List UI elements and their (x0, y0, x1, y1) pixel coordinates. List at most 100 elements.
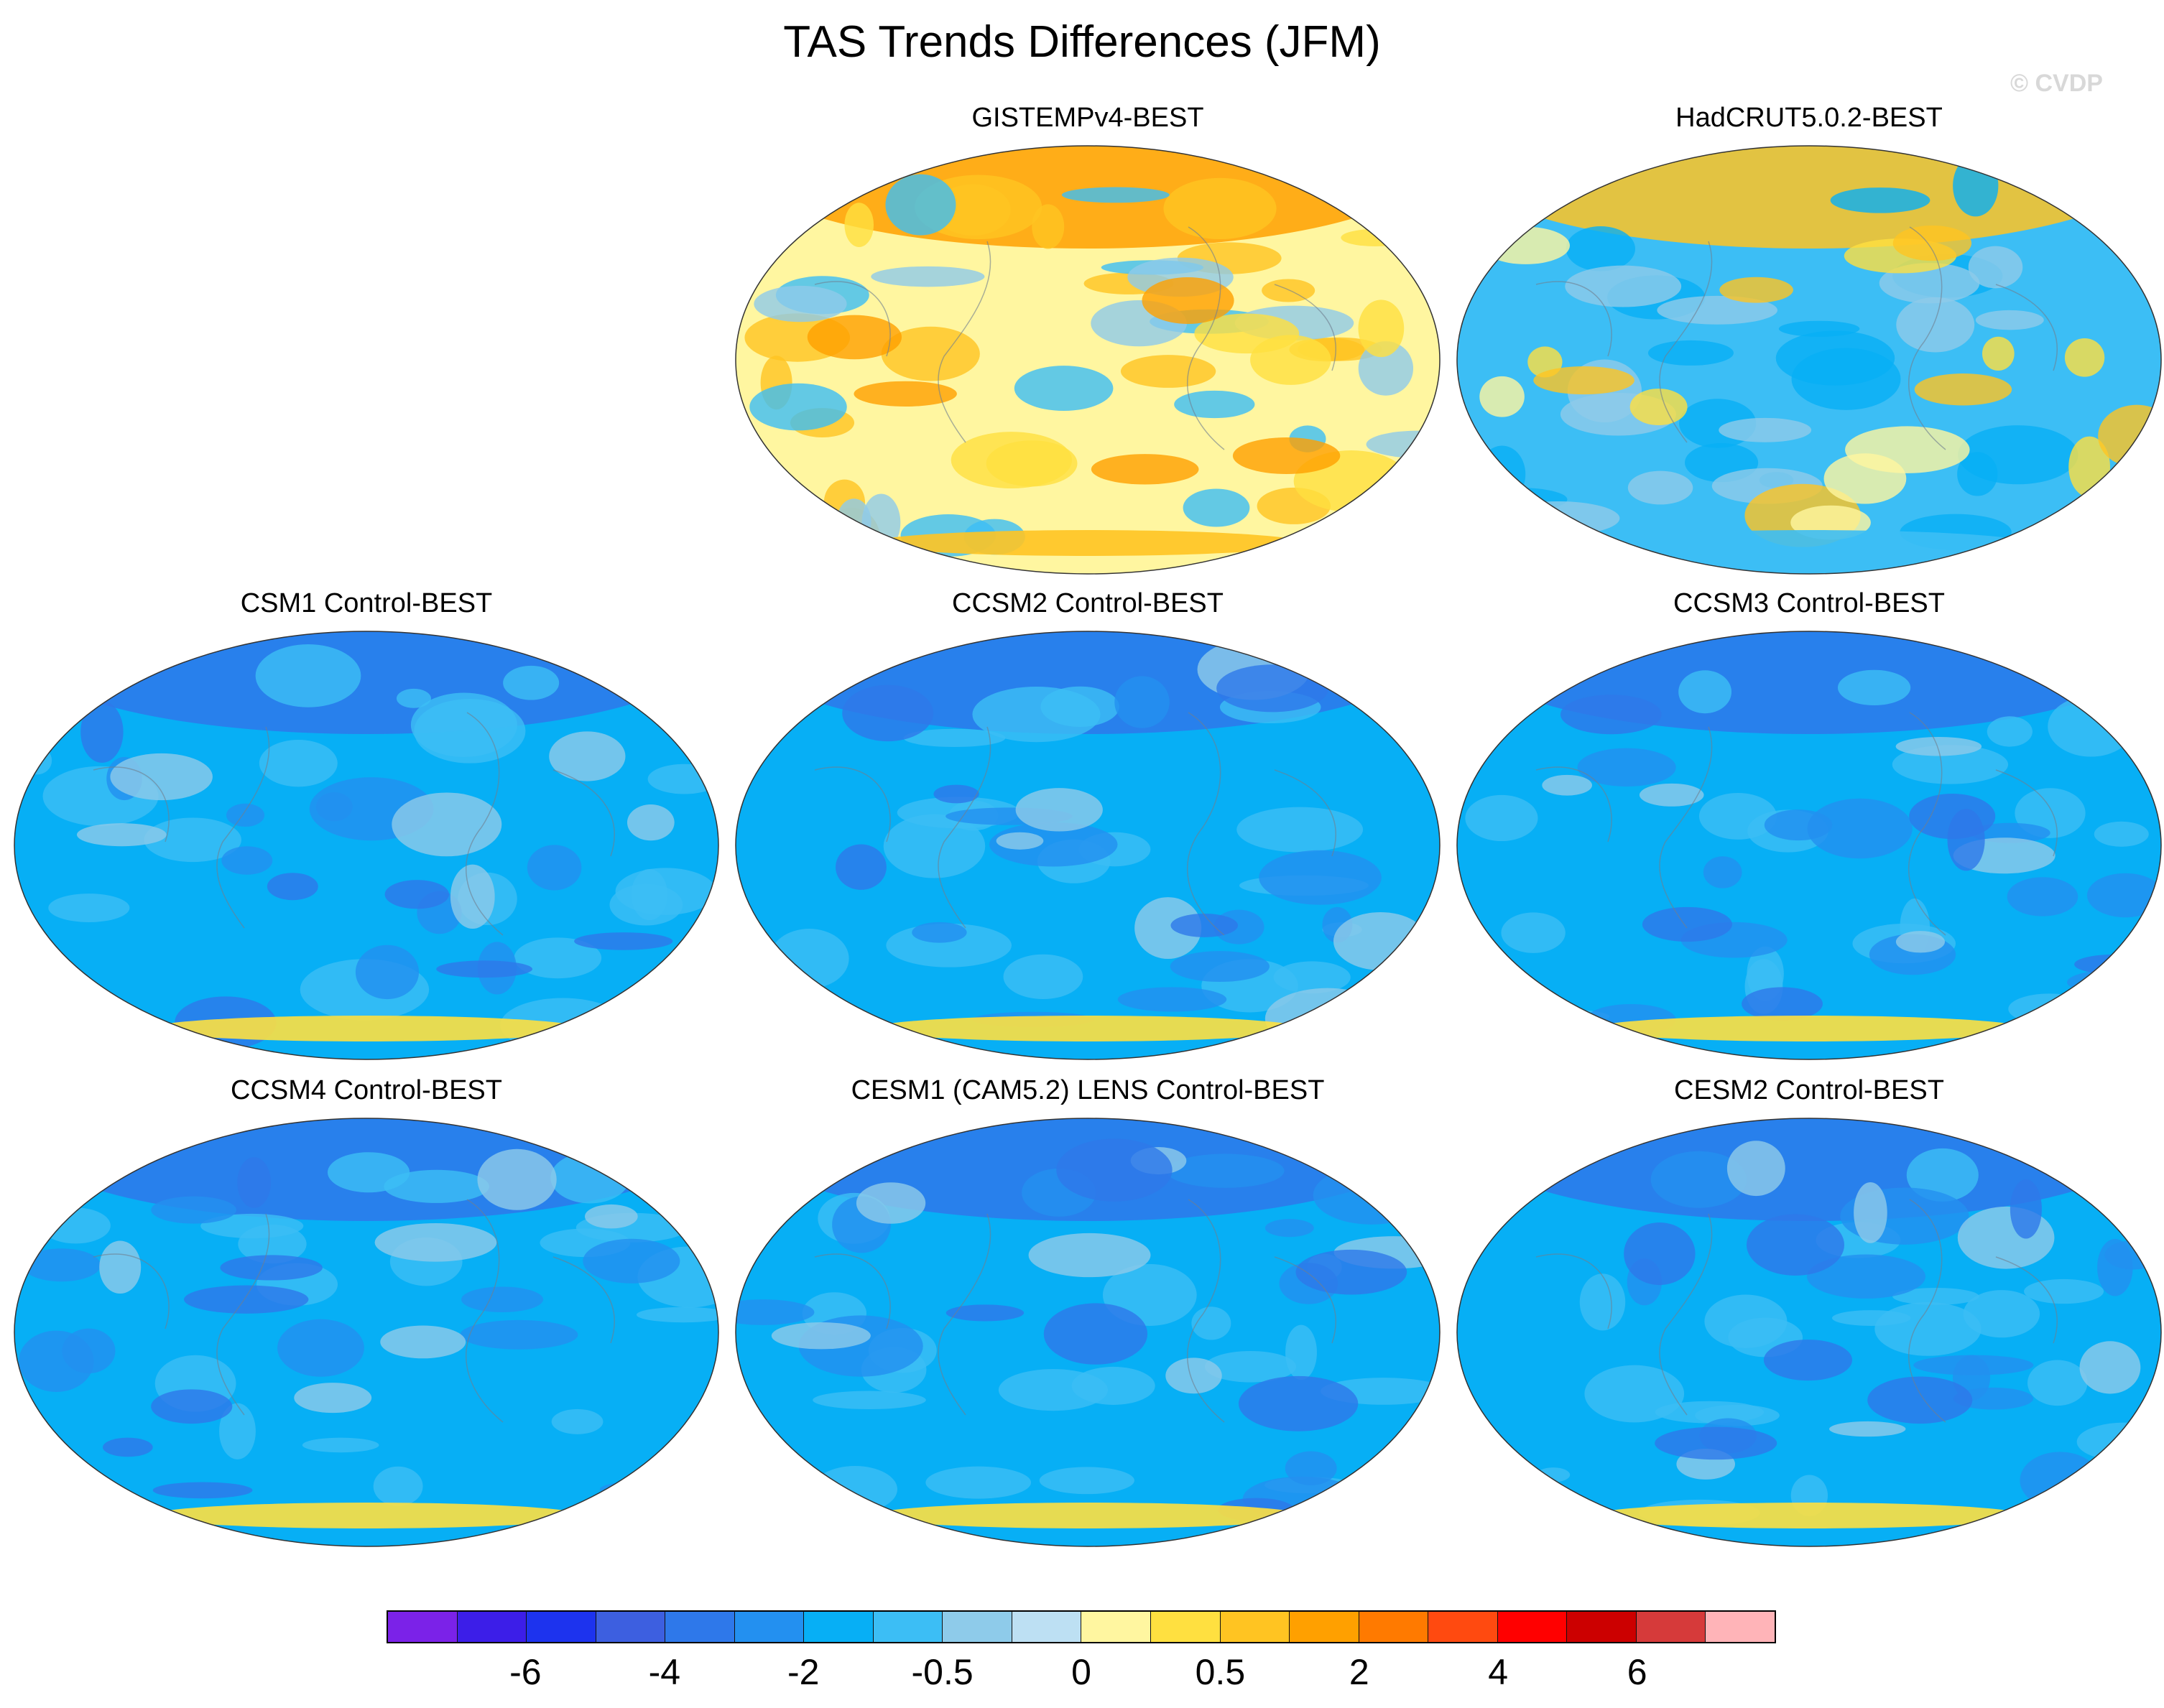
anomaly-patch (302, 1437, 379, 1453)
anomaly-patch (40, 1207, 111, 1244)
anomaly-patch (2024, 1278, 2104, 1304)
anomaly-patch (1114, 676, 1170, 728)
anomaly-patch (813, 1466, 898, 1513)
anomaly-patch (550, 1152, 630, 1204)
anomaly-patch (2064, 338, 2105, 377)
anomaly-patch (2094, 821, 2149, 847)
anomaly-patch (380, 1325, 466, 1359)
map-panel: GISTEMPv4-BEST (729, 98, 1447, 579)
anomaly-patch (183, 1285, 309, 1314)
anomaly-patch (933, 784, 979, 804)
anomaly-patch (1867, 1376, 1973, 1424)
anomaly-patch (76, 823, 167, 847)
panel-title: CSM1 Control-BEST (240, 588, 493, 618)
anomaly-patch (1091, 454, 1199, 485)
anomaly-patch (1746, 1214, 1845, 1276)
anomaly-patch (1174, 390, 1255, 419)
anomaly-patch (1913, 1355, 2034, 1375)
anomaly-patch (1953, 154, 1999, 217)
anomaly-patch (1183, 488, 1250, 527)
anomaly-patch (1987, 716, 2033, 747)
anomaly-patch (1542, 774, 1592, 796)
anomaly-patch (1829, 1421, 1906, 1437)
anomaly-patch (503, 665, 560, 700)
anomaly-patch (48, 894, 130, 922)
world-map (735, 1118, 1441, 1547)
anomaly-patch (1650, 1151, 1747, 1208)
figure-title: TAS Trends Differences (JFM) (783, 17, 1381, 67)
map-border (14, 631, 719, 1060)
anomaly-patch (1655, 1426, 1777, 1460)
anomaly-patch (1370, 189, 1440, 237)
anomaly-patch (636, 1306, 718, 1323)
anomaly-patch (1061, 187, 1170, 203)
anomaly-patch (769, 929, 849, 989)
anomaly-patch (1806, 1254, 1926, 1299)
anomaly-patch (1895, 931, 1945, 953)
anomaly-patch (1823, 453, 1907, 504)
coastline-outlines (814, 1199, 1336, 1423)
anomaly-patch (99, 1240, 142, 1294)
anomaly-patch (647, 764, 718, 794)
anomaly-patch (2010, 1179, 2042, 1239)
anomaly-patch (32, 1472, 92, 1513)
anomaly-patch (1191, 1306, 1231, 1340)
anomaly-patch (277, 1319, 364, 1377)
anomaly-patch (1273, 961, 1351, 993)
anomaly-patch (1351, 1485, 1406, 1544)
anomaly-patch (998, 1369, 1109, 1411)
anomaly-patch (771, 1322, 871, 1350)
colorbar-tick-label: 0 (1071, 1652, 1091, 1692)
anomaly-patch (1807, 798, 1913, 859)
colorbar-swatch (1567, 1612, 1637, 1642)
colorbar-swatch (1012, 1612, 1082, 1642)
anomaly-patch (219, 1403, 256, 1459)
anomaly-patch (1003, 954, 1083, 999)
antarctic-coast-band (1594, 1016, 2025, 1041)
anomaly-patch (842, 684, 934, 742)
anomaly-patch (1170, 951, 1270, 983)
panel-title: CCSM2 Control-BEST (952, 588, 1224, 618)
map-panel: CSM1 Control-BEST (7, 583, 726, 1064)
anomaly-patch (1163, 177, 1277, 240)
colorbar-swatch (1290, 1612, 1359, 1642)
anomaly-patch (1953, 1387, 2034, 1410)
panel-title: CESM2 Control-BEST (1674, 1075, 1944, 1105)
anomaly-patch (460, 1319, 578, 1350)
anomaly-patch (221, 846, 273, 875)
anomaly-patch (1763, 1340, 1853, 1381)
anomaly-patch (1647, 340, 1734, 366)
anomaly-patch (259, 739, 338, 787)
northern-anomaly-band (1471, 1118, 2147, 1221)
anomaly-patch (26, 687, 86, 717)
anomaly-patch (1250, 335, 1331, 385)
anomaly-patch (374, 1223, 497, 1262)
anomaly-patch (1479, 445, 1526, 503)
anomaly-patch (807, 315, 902, 360)
coastline-outlines (1535, 226, 2058, 450)
anomaly-patch (736, 980, 837, 1035)
anomaly-patch (1285, 1324, 1317, 1380)
anomaly-patch (1957, 452, 1998, 496)
anomaly-patch (1471, 488, 1568, 511)
anomaly-patch (813, 1391, 926, 1410)
colorbar-tick-label: 6 (1627, 1652, 1647, 1692)
colorbar-swatch (1428, 1612, 1498, 1642)
anomaly-patch (1014, 366, 1114, 412)
anomaly-patch (2045, 503, 2123, 567)
colorbar-swatches (387, 1610, 1776, 1643)
anomaly-patch (1204, 1350, 1297, 1383)
anomaly-patch (1028, 1233, 1151, 1278)
anomaly-patch (1896, 297, 1975, 353)
anomaly-patch (1657, 295, 1777, 325)
antarctic-coast-band (1594, 530, 2025, 556)
panel-title: CCSM4 Control-BEST (231, 1075, 502, 1105)
antarctic-coast-band (872, 530, 1303, 556)
anomaly-patch (1479, 376, 1525, 417)
anomaly-patch (662, 651, 696, 690)
anomaly-patch (151, 1196, 236, 1224)
anomaly-patch (1039, 1467, 1134, 1495)
anomaly-patch (585, 1204, 638, 1229)
anomaly-patch (1238, 1375, 1359, 1431)
colorbar-swatch (596, 1612, 666, 1642)
